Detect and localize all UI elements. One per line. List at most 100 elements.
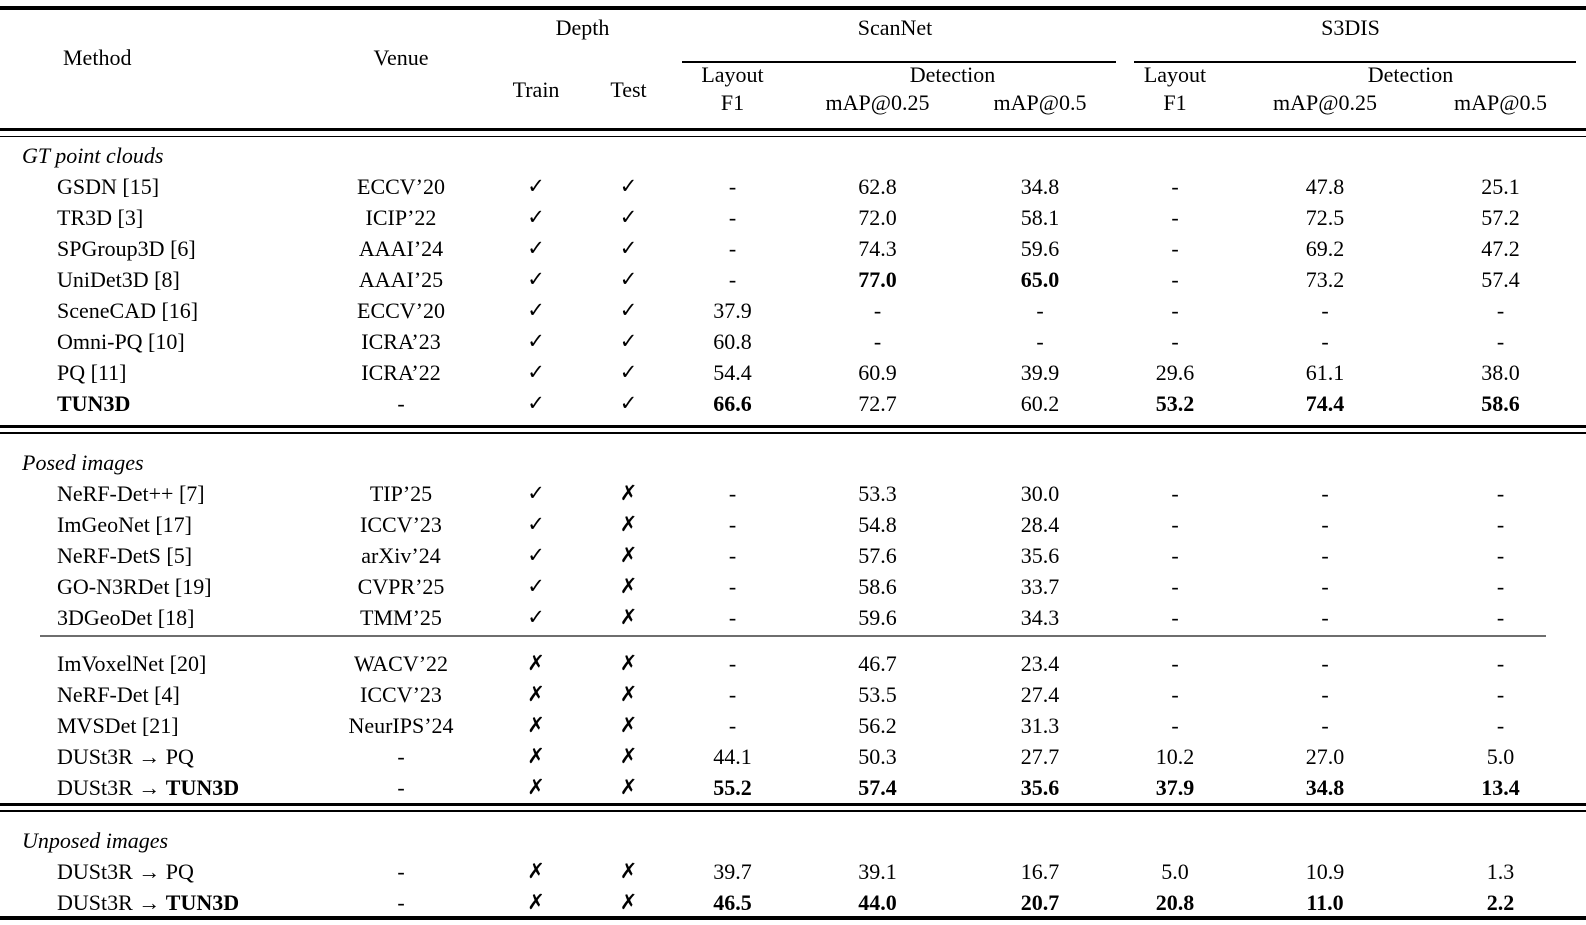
method-name: UniDet3D [8]	[57, 267, 180, 292]
scannet-layout-f1-value: 46.5	[713, 890, 752, 915]
s3dis-layout-f1-value: -	[1171, 651, 1179, 676]
table-row: TUN3D - ✓ ✓ 66.6 72.7 60.2 53.2 74.4 58.…	[0, 388, 1586, 419]
table-row: PQ [11] ICRA’22 ✓ ✓ 54.4 60.9 39.9 29.6 …	[0, 357, 1586, 388]
scannet-map25-value: 62.8	[858, 174, 897, 199]
s3dis-map25-value: -	[1321, 543, 1329, 568]
s3dis-map50-value: 58.6	[1481, 391, 1520, 416]
table-row: SPGroup3D [6] AAAI’24 ✓ ✓ - 74.3 59.6 - …	[0, 233, 1586, 264]
s3dis-layout-f1-value: -	[1171, 267, 1179, 292]
s3dis-map50-value: -	[1496, 481, 1505, 506]
s3dis-map25-value: 61.1	[1305, 360, 1345, 385]
table-row: GO-N3RDet [19] CVPR’25 ✓ ✗ - 58.6 33.7 -…	[0, 571, 1586, 602]
depth-test-mark: ✗	[619, 481, 638, 505]
s3dis-map25-value: 74.4	[1305, 391, 1345, 416]
scannet-map50-value: -	[1036, 298, 1044, 323]
venue-cell: TMM’25	[360, 605, 442, 630]
s3dis-layout-f1-value: 10.2	[1155, 744, 1195, 769]
table-row: NeRF-DetS [5] arXiv’24 ✓ ✗ - 57.6 35.6 -…	[0, 540, 1586, 571]
method-name: NeRF-Det++ [7]	[57, 481, 205, 506]
s3dis-layout-f1-value: 20.8	[1155, 890, 1195, 915]
scannet-map50-value: 16.7	[1020, 859, 1060, 884]
scannet-map25-value: 50.3	[858, 744, 897, 769]
depth-test-mark: ✗	[619, 605, 638, 629]
col-header-scannet-f1: F1	[720, 90, 745, 115]
scannet-map50-value: 28.4	[1020, 512, 1060, 537]
method-cell: DUSt3R → PQ	[0, 741, 312, 772]
table-row: DUSt3R → TUN3D - ✗ ✗ 55.2 57.4 35.6 37.9…	[0, 772, 1586, 803]
table-row: NeRF-Det [4] ICCV’23 ✗ ✗ - 53.5 27.4 - -…	[0, 679, 1586, 710]
table-row: Omni-PQ [10] ICRA’23 ✓ ✓ 60.8 - - - - -	[0, 326, 1586, 357]
scannet-map25-value: 53.5	[858, 682, 897, 707]
method-name: SceneCAD [16]	[57, 298, 199, 323]
depth-test-mark: ✓	[619, 236, 638, 260]
scannet-layout-f1-value: -	[728, 574, 737, 599]
section-label: GT point clouds	[22, 143, 164, 168]
scannet-map25-value: 74.3	[858, 236, 897, 261]
scannet-map25-value: 54.8	[858, 512, 897, 537]
col-header-venue: Venue	[373, 45, 429, 70]
method-name: GO-N3RDet [19]	[57, 574, 212, 599]
s3dis-map25-value: 47.8	[1305, 174, 1345, 199]
venue-cell: arXiv’24	[361, 543, 441, 568]
table-row: ImVoxelNet [20] WACV’22 ✗ ✗ - 46.7 23.4 …	[0, 648, 1586, 679]
scannet-layout-f1-value: -	[728, 543, 737, 568]
s3dis-layout-f1-value: 53.2	[1155, 391, 1195, 416]
scannet-layout-f1-value: -	[728, 651, 737, 676]
method-name: SPGroup3D [6]	[57, 236, 196, 261]
s3dis-map50-value: 2.2	[1486, 890, 1515, 915]
col-header-scannet-detection: Detection	[909, 62, 996, 87]
depth-test-mark: ✓	[619, 174, 638, 198]
col-header-s3dis-detection: Detection	[1367, 62, 1454, 87]
s3dis-layout-f1-value: -	[1171, 174, 1179, 199]
scannet-layout-f1-value: 54.4	[713, 360, 752, 385]
method-cell: ImVoxelNet [20]	[0, 648, 312, 679]
scannet-map50-value: 33.7	[1020, 574, 1060, 599]
venue-cell: ICRA’22	[361, 360, 441, 385]
venue-cell: -	[397, 890, 405, 915]
method-cell: NeRF-Det++ [7]	[0, 478, 312, 509]
depth-train-mark: ✓	[527, 512, 545, 536]
col-header-method: Method	[63, 45, 132, 70]
scannet-map50-value: 27.7	[1020, 744, 1060, 769]
venue-cell: ECCV’20	[357, 298, 445, 323]
scannet-layout-f1-value: 39.7	[713, 859, 752, 884]
s3dis-layout-f1-value: -	[1171, 682, 1179, 707]
scannet-layout-f1-value: 55.2	[713, 775, 752, 800]
s3dis-map25-value: 10.9	[1305, 859, 1345, 884]
scannet-map25-value: 58.6	[858, 574, 897, 599]
scannet-layout-f1-value: -	[728, 682, 737, 707]
scannet-layout-f1-value: -	[728, 512, 737, 537]
venue-cell: -	[397, 775, 405, 800]
method-name: DUSt3R → PQ	[57, 744, 194, 769]
s3dis-map50-value: -	[1496, 298, 1505, 323]
table-body: GT point clouds GSDN [15] ECCV’20 ✓ ✓ - …	[0, 140, 1586, 918]
s3dis-layout-f1-value: -	[1171, 605, 1179, 630]
depth-train-mark: ✗	[527, 775, 545, 799]
depth-test-mark: ✗	[619, 574, 638, 598]
method-cell: PQ [11]	[0, 357, 312, 388]
s3dis-map50-value: 47.2	[1481, 236, 1520, 261]
depth-test-mark: ✗	[619, 775, 638, 799]
s3dis-map25-value: 27.0	[1305, 744, 1345, 769]
venue-cell: -	[397, 744, 405, 769]
depth-train-mark: ✓	[527, 267, 545, 291]
scannet-map50-value: 59.6	[1020, 236, 1060, 261]
depth-test-mark: ✗	[619, 512, 638, 536]
scannet-layout-f1-value: -	[728, 713, 737, 738]
venue-cell: AAAI’24	[358, 236, 444, 261]
col-header-scannet-layout: Layout	[701, 62, 764, 87]
col-header-scannet-map50: mAP@0.5	[993, 90, 1087, 115]
scannet-layout-f1-value: -	[728, 605, 737, 630]
scannet-map25-value: 44.0	[858, 890, 897, 915]
depth-train-mark: ✓	[527, 481, 545, 505]
method-name: DUSt3R → PQ	[57, 859, 194, 884]
venue-cell: ICCV’23	[360, 512, 442, 537]
scannet-map50-value: 60.2	[1020, 391, 1060, 416]
section-divider-rule	[0, 803, 1586, 812]
venue-cell: NeurIPS’24	[348, 713, 454, 738]
table-row: DUSt3R → PQ - ✗ ✗ 39.7 39.1 16.7 5.0 10.…	[0, 856, 1586, 887]
depth-train-mark: ✓	[527, 298, 545, 322]
s3dis-map25-value: 11.0	[1306, 890, 1344, 915]
venue-cell: WACV’22	[353, 651, 449, 676]
scannet-layout-f1-value: 60.8	[713, 329, 752, 354]
